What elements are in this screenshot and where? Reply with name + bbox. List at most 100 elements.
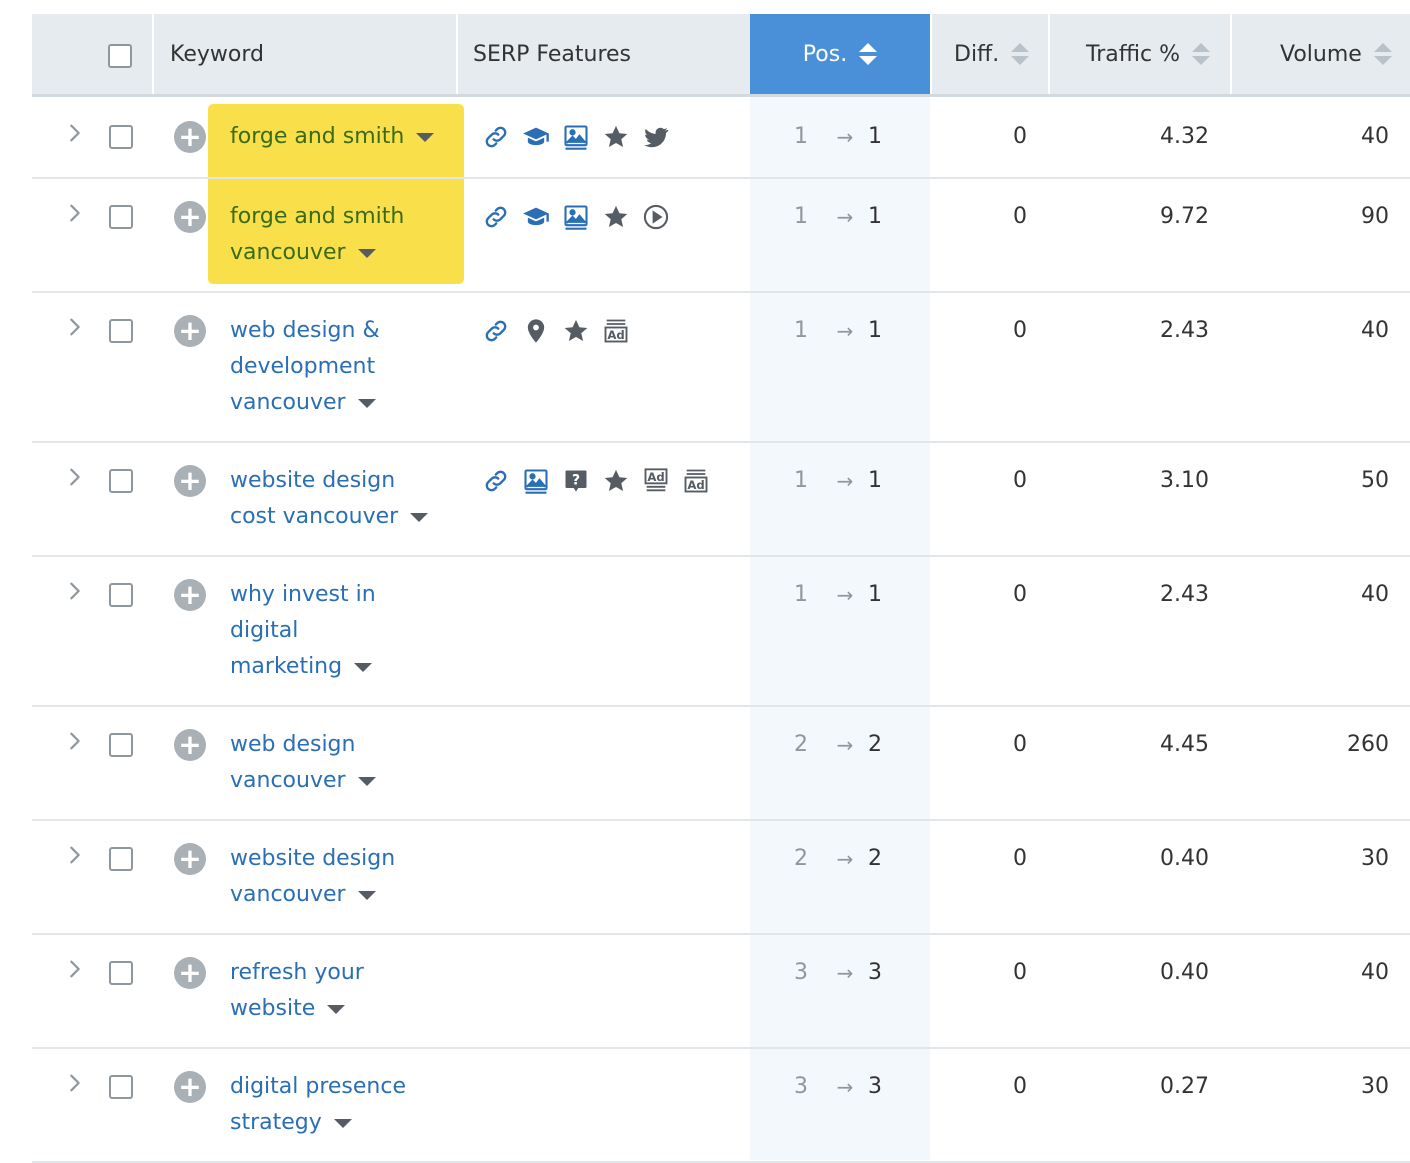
- image-icon[interactable]: [562, 199, 602, 235]
- caret-down-icon[interactable]: [410, 512, 429, 522]
- expand-chevron-icon[interactable]: [64, 1072, 86, 1098]
- keyword-text[interactable]: vancouver: [230, 240, 346, 265]
- row-checkbox[interactable]: [109, 583, 133, 607]
- star-icon[interactable]: [562, 313, 602, 349]
- sort-icon[interactable]: [859, 43, 878, 65]
- row-checkbox[interactable]: [109, 319, 133, 343]
- row-checkbox[interactable]: [109, 1075, 133, 1099]
- expand-chevron-icon[interactable]: [64, 958, 86, 984]
- star-icon[interactable]: [602, 119, 642, 155]
- image-icon[interactable]: [522, 463, 562, 499]
- link-icon[interactable]: [482, 313, 522, 349]
- keyword-text[interactable]: refresh your: [230, 960, 364, 985]
- keyword-link[interactable]: forge and smith: [230, 119, 450, 155]
- caret-down-icon[interactable]: [357, 890, 376, 900]
- row-checkbox[interactable]: [109, 469, 133, 493]
- column-header-traffic[interactable]: Traffic %: [1086, 14, 1236, 94]
- add-keyword-plus-icon[interactable]: +: [174, 121, 206, 153]
- keyword-text[interactable]: marketing: [230, 654, 343, 679]
- keyword-link[interactable]: website design cost vancouver: [230, 463, 450, 535]
- keyword-text[interactable]: web design: [230, 732, 356, 757]
- keyword-text[interactable]: web design &: [230, 318, 380, 343]
- keyword-text[interactable]: digital: [230, 618, 299, 643]
- ad-icon[interactable]: Ad: [602, 313, 642, 349]
- keyword-text[interactable]: website: [230, 996, 316, 1021]
- keyword-text[interactable]: vancouver: [230, 768, 346, 793]
- caret-down-icon[interactable]: [333, 1118, 352, 1128]
- keyword-link[interactable]: web design & development vancouver: [230, 313, 450, 421]
- select-all-cell: [108, 14, 132, 94]
- twitter-icon[interactable]: [642, 119, 682, 155]
- sort-icon[interactable]: [1373, 43, 1392, 65]
- column-header-difficulty[interactable]: Diff.: [954, 14, 1054, 94]
- table-row: + web design vancouver 2 → 2 0 4.45 260: [32, 705, 1410, 821]
- keyword-text[interactable]: why invest in: [230, 582, 376, 607]
- caret-down-icon[interactable]: [357, 398, 376, 408]
- graduation-cap-icon[interactable]: [522, 199, 562, 235]
- add-keyword-plus-icon[interactable]: +: [174, 1071, 206, 1103]
- keyword-text[interactable]: forge and smith: [230, 124, 405, 149]
- image-icon[interactable]: [562, 119, 602, 155]
- column-header-position[interactable]: Pos.: [750, 14, 930, 94]
- expand-chevron-icon[interactable]: [64, 730, 86, 756]
- volume-value: 30: [1361, 846, 1389, 871]
- keyword-link[interactable]: website design vancouver: [230, 841, 450, 913]
- select-all-checkbox[interactable]: [108, 44, 132, 68]
- sort-icon[interactable]: [1192, 43, 1210, 65]
- expand-chevron-icon[interactable]: [64, 466, 86, 492]
- keyword-text[interactable]: vancouver: [230, 390, 346, 415]
- keyword-text[interactable]: development: [230, 354, 376, 379]
- caret-down-icon[interactable]: [354, 662, 373, 672]
- row-checkbox[interactable]: [109, 847, 133, 871]
- ad-top-icon[interactable]: Ad: [642, 463, 682, 499]
- video-icon[interactable]: [642, 199, 682, 235]
- keyword-link[interactable]: why invest in digital marketing: [230, 577, 450, 685]
- column-header-serp-features[interactable]: SERP Features: [473, 41, 632, 67]
- keyword-text[interactable]: forge and smith: [230, 204, 405, 229]
- keyword-text[interactable]: digital presence: [230, 1074, 406, 1099]
- map-pin-icon[interactable]: [522, 313, 562, 349]
- traffic-value: 2.43: [1160, 582, 1209, 607]
- expand-chevron-icon[interactable]: [64, 122, 86, 148]
- add-keyword-plus-icon[interactable]: +: [174, 957, 206, 989]
- keyword-link[interactable]: web design vancouver: [230, 727, 450, 799]
- caret-down-icon[interactable]: [416, 132, 435, 142]
- add-keyword-plus-icon[interactable]: +: [174, 315, 206, 347]
- add-keyword-plus-icon[interactable]: +: [174, 579, 206, 611]
- column-header-keyword[interactable]: Keyword: [170, 41, 264, 67]
- keyword-link[interactable]: digital presence strategy: [230, 1069, 450, 1141]
- add-keyword-plus-icon[interactable]: +: [174, 729, 206, 761]
- keyword-link[interactable]: refresh your website: [230, 955, 450, 1027]
- caret-down-icon[interactable]: [357, 776, 376, 786]
- row-checkbox[interactable]: [109, 733, 133, 757]
- sort-icon[interactable]: [1011, 43, 1030, 65]
- add-keyword-plus-icon[interactable]: +: [174, 465, 206, 497]
- keyword-text[interactable]: website design: [230, 846, 396, 871]
- ad-icon[interactable]: Ad: [682, 463, 722, 499]
- link-icon[interactable]: [482, 463, 522, 499]
- keyword-text[interactable]: vancouver: [230, 882, 346, 907]
- link-icon[interactable]: [482, 119, 522, 155]
- current-position: 3: [868, 960, 882, 985]
- star-icon[interactable]: [602, 199, 642, 235]
- graduation-cap-icon[interactable]: [522, 119, 562, 155]
- caret-down-icon[interactable]: [327, 1004, 346, 1014]
- expand-chevron-icon[interactable]: [64, 316, 86, 342]
- question-icon[interactable]: ?: [562, 463, 602, 499]
- row-checkbox[interactable]: [109, 961, 133, 985]
- keyword-text[interactable]: cost vancouver: [230, 504, 399, 529]
- keyword-text[interactable]: website design: [230, 468, 396, 493]
- row-checkbox[interactable]: [109, 125, 133, 149]
- column-header-volume[interactable]: Volume: [1280, 14, 1410, 94]
- add-keyword-plus-icon[interactable]: +: [174, 843, 206, 875]
- expand-chevron-icon[interactable]: [64, 202, 86, 228]
- expand-chevron-icon[interactable]: [64, 844, 86, 870]
- expand-chevron-icon[interactable]: [64, 580, 86, 606]
- add-keyword-plus-icon[interactable]: +: [174, 201, 206, 233]
- keyword-link[interactable]: forge and smith vancouver: [230, 199, 450, 271]
- caret-down-icon[interactable]: [357, 248, 376, 258]
- row-checkbox[interactable]: [109, 205, 133, 229]
- link-icon[interactable]: [482, 199, 522, 235]
- keyword-text[interactable]: strategy: [230, 1110, 322, 1135]
- star-icon[interactable]: [602, 463, 642, 499]
